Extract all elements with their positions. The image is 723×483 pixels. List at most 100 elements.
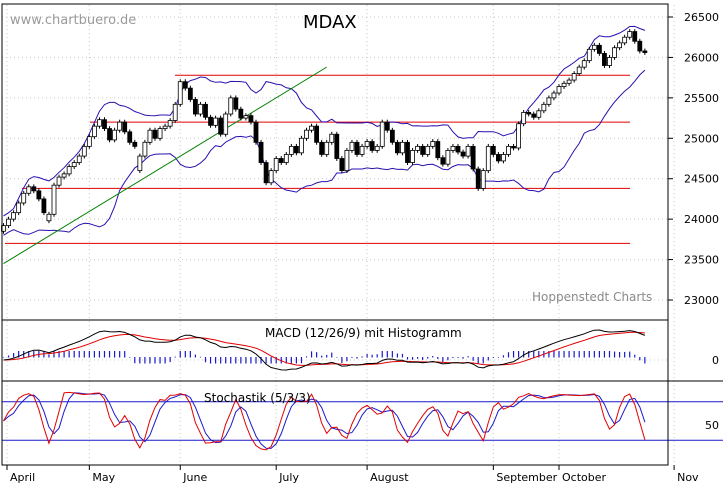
candle-body xyxy=(314,125,320,143)
candle-body xyxy=(182,81,188,89)
candle-body xyxy=(435,141,441,159)
y-tick-label: 24000 xyxy=(684,213,719,226)
candle-body xyxy=(460,151,466,157)
x-tick-label: July xyxy=(278,471,299,483)
candle-body xyxy=(475,168,481,189)
chart-title: MDAX xyxy=(303,12,357,33)
candle-body xyxy=(142,141,148,157)
candle-body xyxy=(243,115,249,119)
candle-body xyxy=(607,57,612,66)
candle-body xyxy=(258,141,264,163)
trendline-layer xyxy=(3,66,327,265)
candle-body xyxy=(506,145,511,155)
candle-body xyxy=(551,92,557,99)
candle-body xyxy=(21,192,27,204)
candle-body xyxy=(248,115,254,123)
candle-body xyxy=(445,150,451,165)
candle-body xyxy=(102,119,107,129)
x-tick-label: April xyxy=(10,471,35,483)
candle-body xyxy=(470,145,476,170)
candle-body xyxy=(26,186,32,194)
candle-body xyxy=(288,145,294,155)
candle-body xyxy=(81,145,87,157)
y-tick-label: 26500 xyxy=(684,11,719,24)
candle-body xyxy=(334,133,340,159)
candle-body xyxy=(501,154,506,162)
candle-body xyxy=(157,128,163,139)
candle-body xyxy=(97,119,102,127)
candle-body xyxy=(349,141,355,151)
candle-body xyxy=(465,145,471,157)
candle-body xyxy=(273,158,279,172)
candle-body xyxy=(304,129,309,139)
candle-body xyxy=(536,110,542,118)
candle-body xyxy=(51,184,57,215)
y-tick-label: 23500 xyxy=(684,254,719,267)
x-tick-label: October xyxy=(562,471,606,483)
candle-body xyxy=(36,190,42,200)
candle-body xyxy=(132,141,138,147)
candle-body xyxy=(637,40,643,52)
candle-body xyxy=(11,212,17,220)
candle-body xyxy=(76,155,82,163)
candle-body xyxy=(253,121,259,143)
candle-body xyxy=(354,141,360,155)
candle-body xyxy=(187,87,193,100)
stochastic-title: Stochastik (5/3/3) xyxy=(204,391,311,405)
stochastic-d-line xyxy=(3,392,646,449)
candle-body xyxy=(127,131,133,143)
candle-body xyxy=(71,162,77,167)
trendline xyxy=(3,66,327,265)
candle-body xyxy=(480,170,486,189)
stochastic-tick-label: 50 xyxy=(705,419,719,432)
candle-body xyxy=(319,141,325,155)
candle-body xyxy=(511,145,516,149)
candle-body xyxy=(521,112,527,125)
candle-body xyxy=(400,141,405,154)
watermark: www.chartbuero.de xyxy=(10,13,136,28)
x-tick-label: May xyxy=(92,471,115,483)
candle-body xyxy=(546,97,552,105)
macd-panel: 0 xyxy=(2,329,719,371)
y-tick-label: 23000 xyxy=(684,294,719,307)
candle-body xyxy=(485,145,491,172)
candle-body xyxy=(41,198,47,214)
plot-frame xyxy=(1,3,669,466)
candle-body xyxy=(172,103,178,121)
candle-body xyxy=(379,121,385,147)
candle-body xyxy=(66,166,72,175)
candle-body xyxy=(566,79,572,84)
candle-body xyxy=(92,125,97,138)
candle-body xyxy=(586,48,592,62)
candle-body xyxy=(117,121,123,131)
candle-body xyxy=(223,113,229,135)
candle-body xyxy=(283,154,289,163)
candle-body xyxy=(198,103,203,115)
candle-body xyxy=(516,123,521,149)
candle-body xyxy=(612,47,617,58)
macd-line xyxy=(3,329,646,371)
candle-body xyxy=(122,121,128,133)
candle-body xyxy=(602,52,607,66)
candle-body xyxy=(162,125,168,129)
candle-body xyxy=(107,128,112,141)
candle-body xyxy=(137,155,143,172)
candle-body xyxy=(152,129,158,139)
x-tick-label: June xyxy=(182,471,207,483)
candle-body xyxy=(541,103,547,112)
candle-body xyxy=(374,145,380,151)
candle-body xyxy=(425,145,431,155)
candle-body xyxy=(617,42,622,49)
x-tick-label: September xyxy=(496,471,557,483)
candle-body xyxy=(263,162,269,184)
candle-body xyxy=(531,113,537,118)
candle-body xyxy=(203,103,208,118)
candle-body xyxy=(561,82,567,87)
candle-body xyxy=(364,141,370,147)
candle-body xyxy=(369,141,375,151)
candle-body xyxy=(591,44,597,50)
x-tick-label: Nov xyxy=(677,471,699,483)
candle-body xyxy=(213,117,219,126)
candle-body xyxy=(556,86,562,94)
